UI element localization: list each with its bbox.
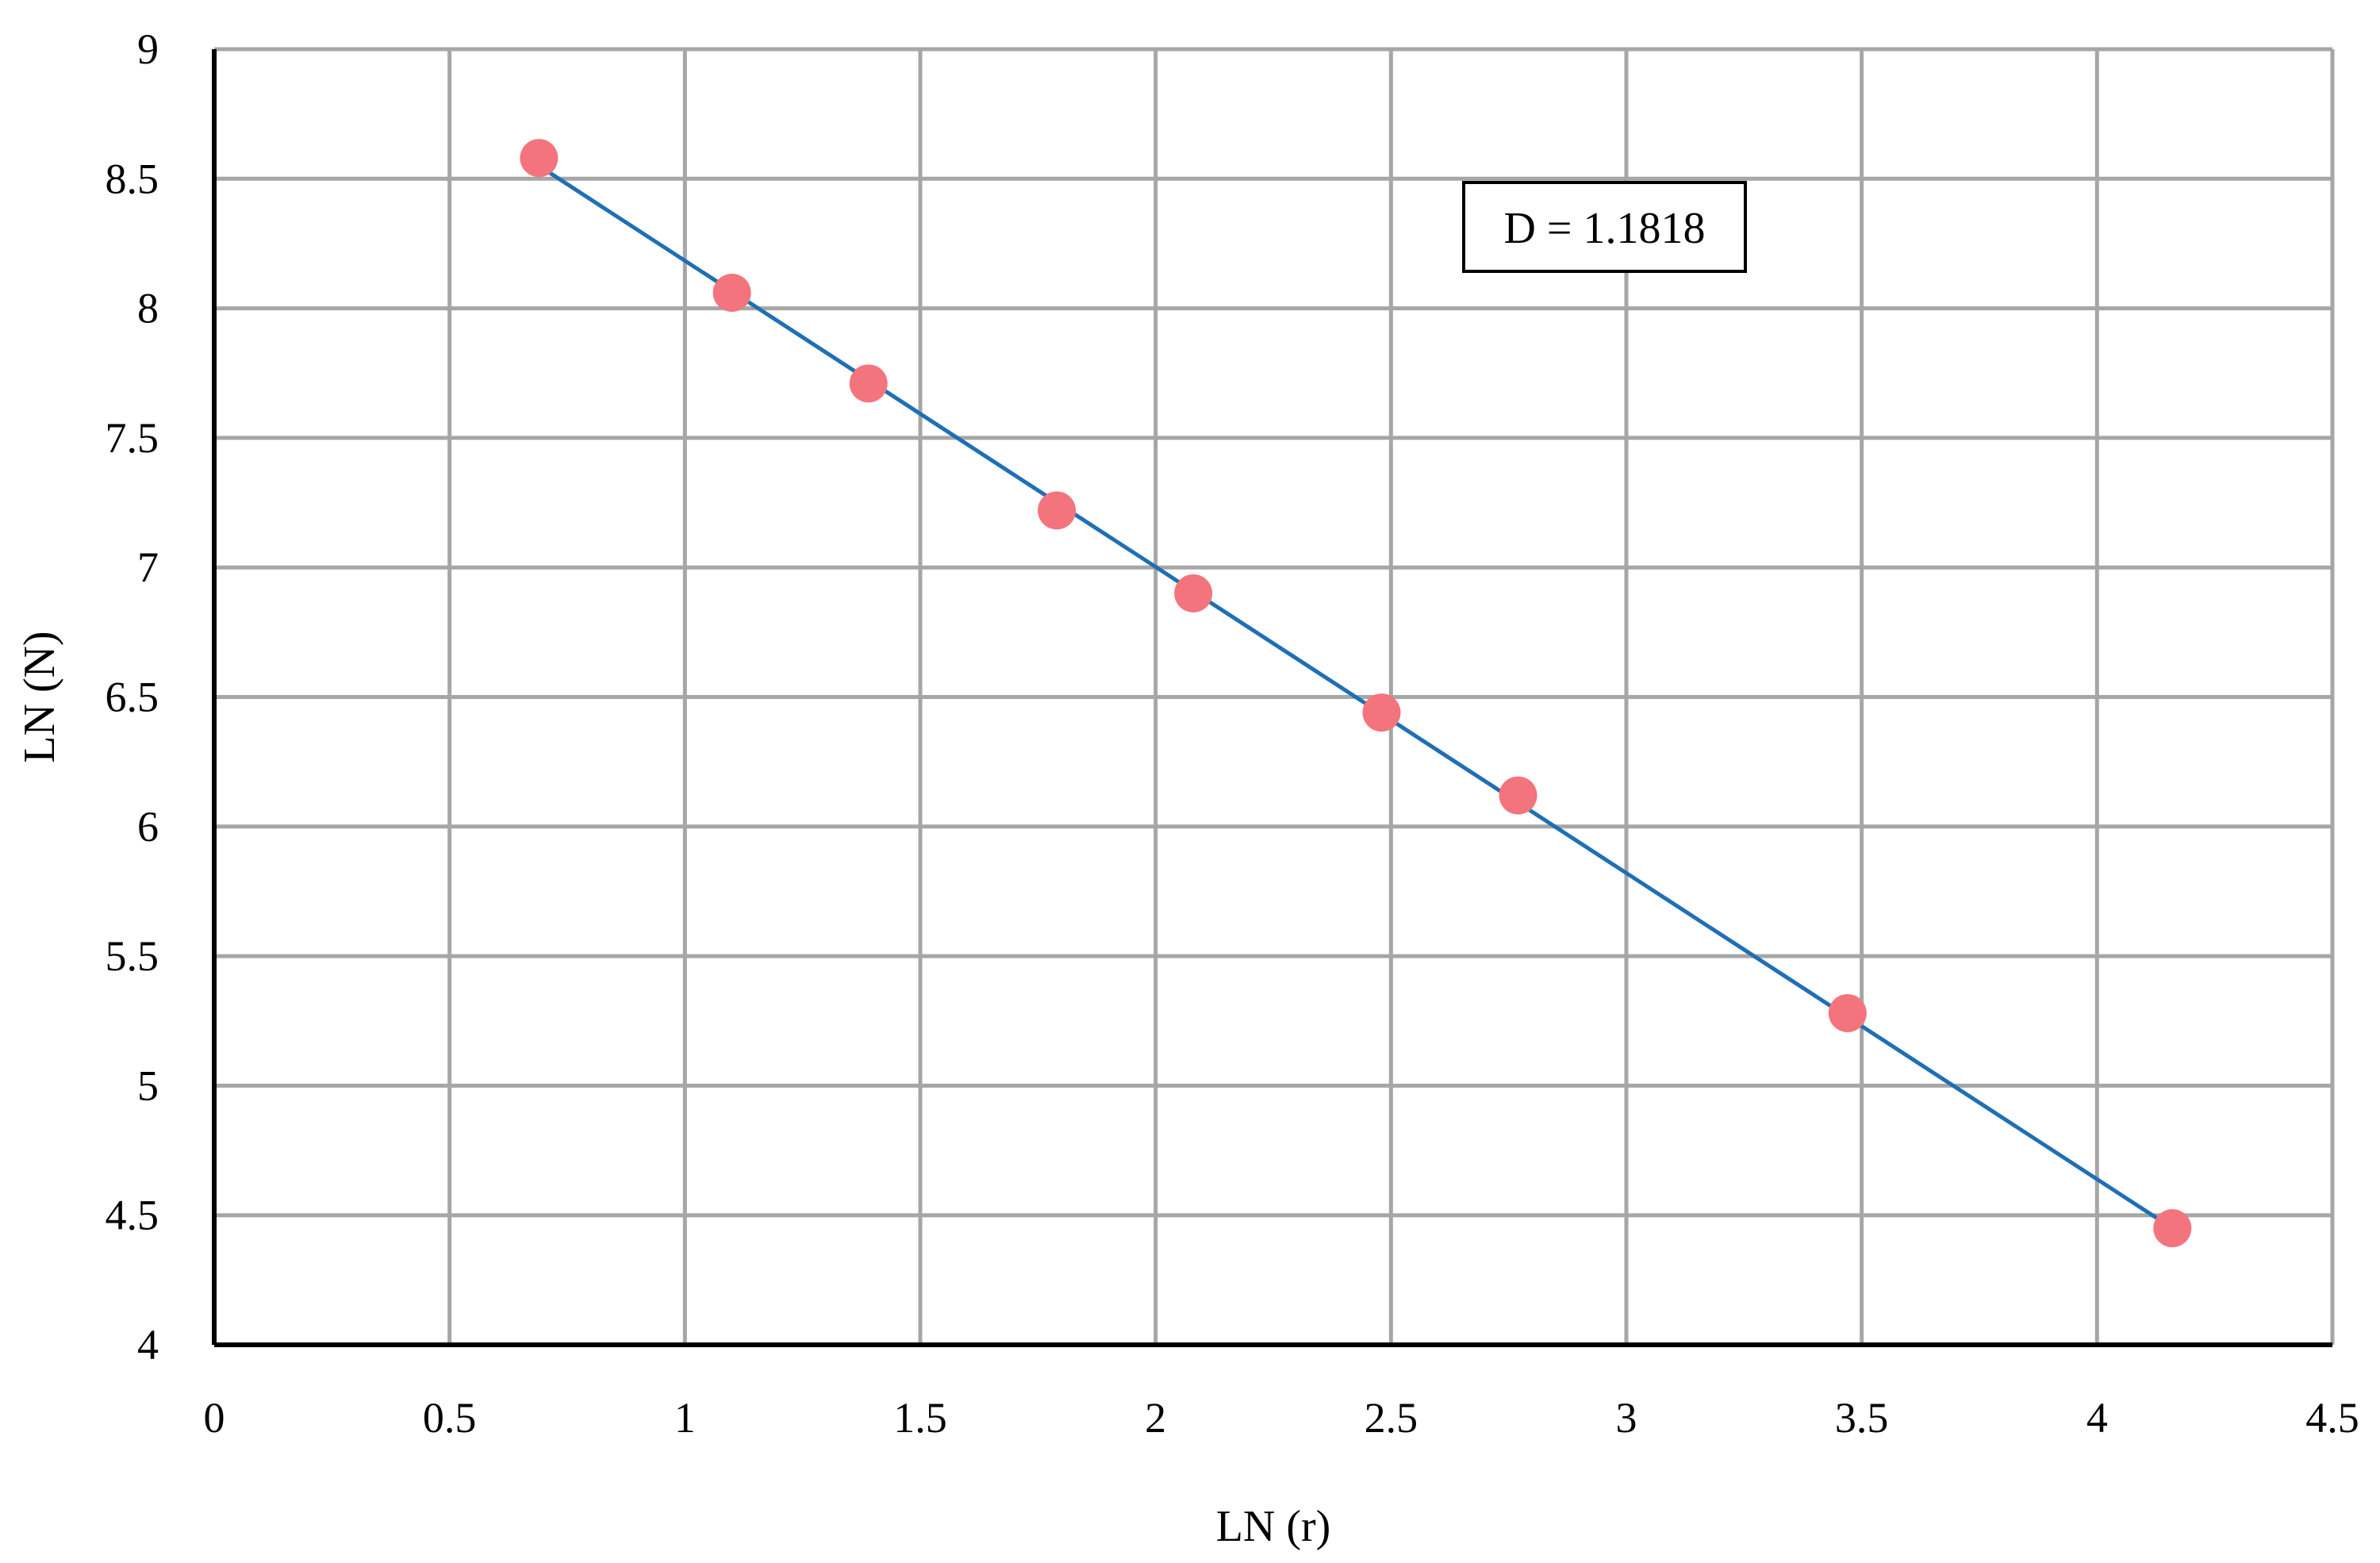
y-tick-label: 8 bbox=[137, 285, 159, 332]
y-tick-label: 7.5 bbox=[106, 414, 159, 462]
y-tick-label: 5.5 bbox=[106, 932, 159, 980]
x-tick-label: 4 bbox=[2086, 1394, 2108, 1442]
x-tick-label: 0 bbox=[204, 1394, 225, 1442]
data-point bbox=[1174, 574, 1213, 613]
y-tick-label: 9 bbox=[137, 25, 159, 73]
y-axis-title: LN (N) bbox=[15, 631, 64, 762]
data-point bbox=[712, 274, 751, 313]
x-tick-label: 3 bbox=[1616, 1394, 1637, 1442]
grid bbox=[214, 47, 2335, 1345]
data-points bbox=[520, 139, 2192, 1248]
x-tick-label: 0.5 bbox=[423, 1394, 477, 1442]
y-tick-label: 4.5 bbox=[106, 1192, 159, 1239]
data-point bbox=[849, 364, 888, 403]
x-tick-label: 2 bbox=[1145, 1394, 1166, 1442]
y-tick-label: 8.5 bbox=[106, 155, 159, 202]
annotation: D = 1.1818 bbox=[1462, 181, 1747, 273]
y-tick-label: 4 bbox=[137, 1321, 159, 1369]
x-axis-title: LN (r) bbox=[1216, 1502, 1331, 1551]
data-point bbox=[1499, 776, 1537, 815]
y-tick-label: 6 bbox=[137, 803, 159, 851]
y-tick-label: 5 bbox=[137, 1062, 159, 1109]
x-tick-label: 2.5 bbox=[1365, 1394, 1418, 1442]
x-tick-label: 1 bbox=[674, 1394, 696, 1442]
x-tick-label: 3.5 bbox=[1835, 1394, 1889, 1442]
data-point bbox=[1828, 993, 1867, 1032]
data-point bbox=[2153, 1209, 2192, 1248]
annotation-text: D = 1.1818 bbox=[1503, 204, 1705, 253]
y-tick-label: 6.5 bbox=[106, 674, 159, 721]
annotation-box bbox=[1462, 181, 1747, 273]
x-tick-label: 1.5 bbox=[893, 1394, 947, 1442]
data-point bbox=[520, 139, 559, 178]
trendline bbox=[538, 163, 2174, 1231]
data-point bbox=[1362, 693, 1401, 732]
tick-labels: 0 0.5 1 1.5 2 2.5 3 3.5 4 4.5 4 4.5 5 5.5 6 6.5 7 7.5 8 8.5… bbox=[106, 25, 2359, 1442]
data-point bbox=[1038, 491, 1077, 530]
x-tick-label: 4.5 bbox=[2305, 1394, 2359, 1442]
y-tick-label: 7 bbox=[137, 543, 159, 591]
trendline-layer bbox=[538, 163, 2174, 1231]
axes bbox=[212, 49, 2332, 1347]
